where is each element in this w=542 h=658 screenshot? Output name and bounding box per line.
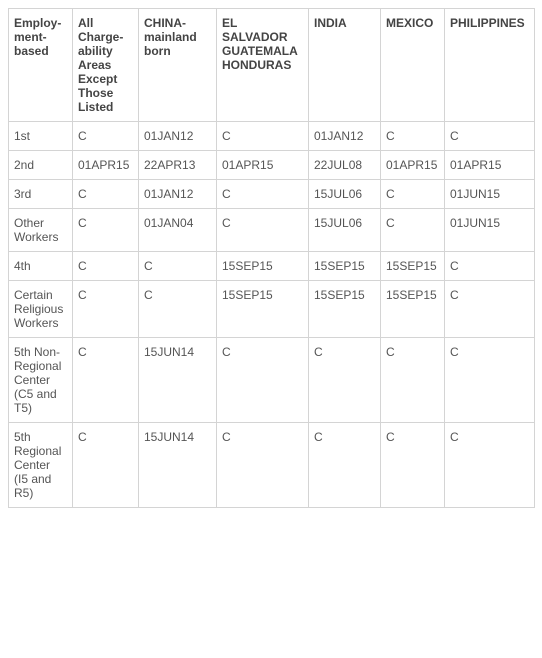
- col-header-employment: Employ-ment-based: [9, 9, 73, 122]
- col-header-mexico: MEXICO: [381, 9, 445, 122]
- table-row: 4th C C 15SEP15 15SEP15 15SEP15 C: [9, 252, 535, 281]
- header-row: Employ-ment-based All Charge-ability Are…: [9, 9, 535, 122]
- cell-category: 2nd: [9, 151, 73, 180]
- table-row: 5th Regional Center (I5 and R5) C 15JUN1…: [9, 423, 535, 508]
- col-header-philippines: PHILIPPINES: [445, 9, 535, 122]
- cell-value: C: [445, 338, 535, 423]
- cell-value: C: [73, 281, 139, 338]
- col-header-all-chargeability: All Charge-ability Areas Except Those Li…: [73, 9, 139, 122]
- cell-value: C: [139, 281, 217, 338]
- cell-value: C: [73, 252, 139, 281]
- cell-value: 22JUL08: [309, 151, 381, 180]
- cell-value: C: [217, 423, 309, 508]
- cell-value: C: [73, 209, 139, 252]
- table-header: Employ-ment-based All Charge-ability Are…: [9, 9, 535, 122]
- cell-value: C: [73, 122, 139, 151]
- table-row: 3rd C 01JAN12 C 15JUL06 C 01JUN15: [9, 180, 535, 209]
- cell-category: 1st: [9, 122, 73, 151]
- cell-value: C: [381, 338, 445, 423]
- table-row: Other Workers C 01JAN04 C 15JUL06 C 01JU…: [9, 209, 535, 252]
- cell-value: 01JAN12: [139, 180, 217, 209]
- cell-value: 15SEP15: [217, 281, 309, 338]
- cell-value: C: [73, 180, 139, 209]
- table-row: Certain Religious Workers C C 15SEP15 15…: [9, 281, 535, 338]
- cell-category: Certain Religious Workers: [9, 281, 73, 338]
- cell-value: 01JUN15: [445, 209, 535, 252]
- cell-value: 01APR15: [445, 151, 535, 180]
- cell-value: 15JUN14: [139, 338, 217, 423]
- cell-category: 5th Regional Center (I5 and R5): [9, 423, 73, 508]
- cell-value: C: [217, 180, 309, 209]
- cell-value: C: [139, 252, 217, 281]
- cell-value: 15SEP15: [381, 252, 445, 281]
- col-header-china: CHINA-mainland born: [139, 9, 217, 122]
- cell-value: C: [217, 122, 309, 151]
- table-body: 1st C 01JAN12 C 01JAN12 C C 2nd 01APR15 …: [9, 122, 535, 508]
- table-row: 1st C 01JAN12 C 01JAN12 C C: [9, 122, 535, 151]
- cell-value: 15SEP15: [309, 252, 381, 281]
- cell-value: C: [73, 423, 139, 508]
- cell-value: C: [381, 423, 445, 508]
- cell-value: C: [445, 423, 535, 508]
- cell-value: 22APR13: [139, 151, 217, 180]
- cell-value: 15SEP15: [217, 252, 309, 281]
- cell-value: 01JAN12: [309, 122, 381, 151]
- cell-value: 15JUL06: [309, 180, 381, 209]
- cell-value: C: [217, 209, 309, 252]
- cell-value: C: [217, 338, 309, 423]
- cell-value: 15JUN14: [139, 423, 217, 508]
- table-row: 5th Non-Regional Center (C5 and T5) C 15…: [9, 338, 535, 423]
- cell-value: 01APR15: [217, 151, 309, 180]
- cell-category: 5th Non-Regional Center (C5 and T5): [9, 338, 73, 423]
- cell-category: Other Workers: [9, 209, 73, 252]
- cell-value: 01JAN04: [139, 209, 217, 252]
- cell-value: 15SEP15: [381, 281, 445, 338]
- col-header-elsalvador: EL SALVADOR GUATEMALA HONDURAS: [217, 9, 309, 122]
- visa-bulletin-table: Employ-ment-based All Charge-ability Are…: [8, 8, 535, 508]
- cell-value: 01JUN15: [445, 180, 535, 209]
- cell-value: 15JUL06: [309, 209, 381, 252]
- cell-value: C: [381, 180, 445, 209]
- cell-value: C: [381, 209, 445, 252]
- cell-value: C: [445, 252, 535, 281]
- col-header-india: INDIA: [309, 9, 381, 122]
- cell-value: C: [73, 338, 139, 423]
- cell-value: C: [309, 338, 381, 423]
- table-row: 2nd 01APR15 22APR13 01APR15 22JUL08 01AP…: [9, 151, 535, 180]
- cell-value: C: [445, 122, 535, 151]
- cell-value: C: [445, 281, 535, 338]
- cell-value: 01JAN12: [139, 122, 217, 151]
- cell-value: 01APR15: [381, 151, 445, 180]
- cell-category: 3rd: [9, 180, 73, 209]
- cell-value: 01APR15: [73, 151, 139, 180]
- cell-category: 4th: [9, 252, 73, 281]
- cell-value: C: [381, 122, 445, 151]
- cell-value: C: [309, 423, 381, 508]
- cell-value: 15SEP15: [309, 281, 381, 338]
